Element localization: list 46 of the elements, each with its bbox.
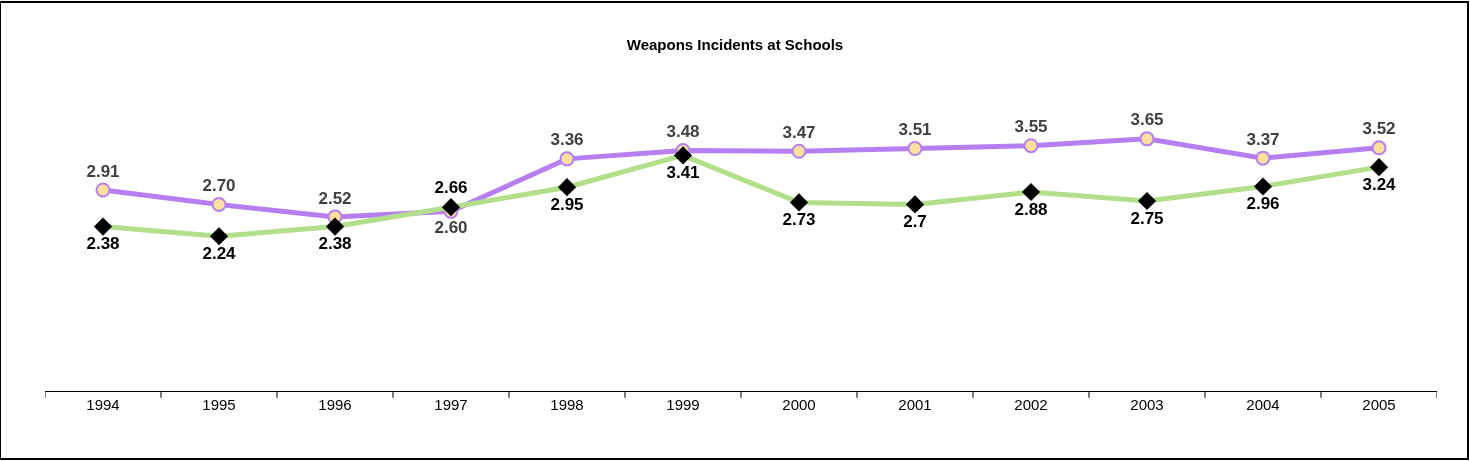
point: [907, 141, 923, 156]
data-label: 2.66: [434, 178, 468, 198]
chart-title: Weapons Incidents at Schools: [626, 36, 844, 54]
x-tick-label: 1994: [86, 396, 120, 413]
data-label: 2.95: [550, 194, 584, 214]
data-label: 3.52: [1362, 119, 1396, 139]
data-label: 3.47: [782, 122, 816, 142]
data-label: 3.55: [1014, 117, 1048, 137]
point: [211, 196, 227, 212]
data-label: 3.37: [1246, 129, 1280, 149]
data-label: 3.24: [1362, 174, 1397, 194]
x-tick-label: 1999: [666, 396, 700, 413]
x-tick-label: 1998: [550, 396, 584, 413]
data-label: 2.38: [86, 234, 120, 254]
point: [1255, 150, 1271, 166]
data-label: 2.24: [202, 243, 237, 263]
data-label: 2.91: [86, 161, 120, 181]
x-tick-label: 1997: [434, 396, 468, 413]
point: [1139, 131, 1155, 147]
point: [791, 143, 807, 159]
data-label: 3.65: [1130, 110, 1164, 130]
x-tick-label: 2000: [782, 396, 816, 413]
x-tick-label: 2004: [1246, 396, 1280, 413]
data-label: 3.41: [666, 162, 700, 182]
data-label: 2.88: [1014, 199, 1048, 219]
x-tick-label: 1995: [202, 396, 236, 413]
data-label: 3.36: [550, 130, 584, 150]
x-tick-label: 2002: [1014, 396, 1048, 413]
point: [1023, 138, 1039, 154]
data-label: 2.73: [782, 209, 816, 229]
data-label: 2.70: [202, 176, 236, 196]
point: [559, 151, 575, 167]
x-tick-label: 2005: [1362, 396, 1396, 413]
x-tick-label: 1996: [318, 396, 352, 413]
data-label: 3.48: [666, 122, 700, 142]
point: [1371, 140, 1387, 156]
data-label: 2.96: [1246, 194, 1280, 213]
data-label: 2.38: [318, 234, 352, 254]
data-label: 2.52: [318, 188, 352, 208]
data-label: 2.75: [1130, 208, 1164, 228]
x-tick-label: 2001: [898, 396, 932, 413]
data-label: 2.7: [903, 211, 927, 231]
point: [95, 182, 111, 198]
x-tick-label: 2003: [1130, 396, 1164, 413]
data-label: 2.60: [434, 218, 468, 238]
data-label: 3.51: [898, 120, 932, 140]
